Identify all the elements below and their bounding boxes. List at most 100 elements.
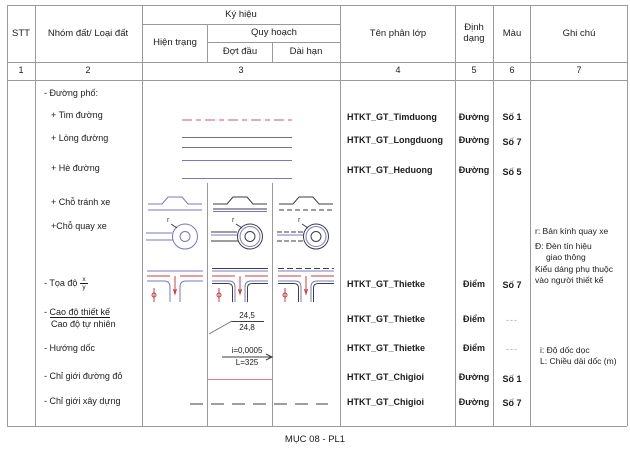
grid-line — [207, 24, 208, 62]
header-dinh-dang: Định dạng — [463, 22, 485, 44]
header-hien-trang: Hiện trạng — [153, 37, 197, 48]
grid-line — [272, 183, 273, 426]
r-label: r — [167, 217, 170, 224]
note-kieu-1: Kiểu dáng phụ thuộc — [535, 264, 613, 274]
row-label-tim-duong: + Tim đường — [51, 110, 103, 120]
header-dai-han: Dài hạn — [289, 46, 323, 57]
grid-line — [272, 42, 273, 62]
r-label: r — [298, 217, 301, 224]
layer-name: HTKT_GT_Longduong — [347, 135, 443, 145]
header-dot-dau: Đợt đầu — [222, 46, 258, 57]
row-label-cho-quay-xe: +Chỗ quay xe — [51, 221, 107, 231]
footer-caption: MỤC 08 - PL1 — [284, 434, 346, 445]
row-label-cao-do-2: Cao độ tự nhiên — [51, 319, 116, 329]
toa-do-symbol-dai-han — [278, 268, 334, 302]
chi-gioi-duong-do-symbol — [208, 379, 272, 380]
cao-do-value-top: 24,5 — [239, 311, 255, 320]
layer-name: HTKT_GT_Thietke — [347, 343, 426, 353]
long-duong-symbol — [182, 137, 292, 138]
format-value: Điểm — [462, 314, 486, 324]
color-value: Số 7 — [502, 398, 522, 408]
huong-doc-value-top: i=0,0005 — [231, 346, 263, 355]
huong-doc-arrow — [222, 353, 274, 361]
cao-do-thiet-ke: Cao độ thiết kế — [49, 307, 111, 318]
color-value: Số 5 — [502, 167, 522, 177]
note-kieu-2: vào người thiết kế — [535, 275, 604, 285]
cho-tranh-xe-symbol-dai-han — [279, 196, 333, 211]
he-duong-symbol — [182, 160, 292, 161]
layer-name: HTKT_GT_Heduong — [347, 165, 433, 175]
layer-name: HTKT_GT_Timduong — [347, 112, 437, 122]
grid-line — [530, 5, 531, 426]
grid-line — [207, 183, 208, 426]
row-label-chi-gioi-duong-do: - Chỉ giới đường đỏ — [44, 371, 123, 381]
header-nhom-dat: Nhóm đất/ Loại đất — [47, 28, 129, 39]
grid-line — [340, 5, 341, 426]
col-number-6: 6 — [509, 65, 515, 75]
format-value: Đường — [458, 165, 490, 175]
layer-name: HTKT_GT_Chigioi — [347, 397, 424, 407]
grid-line — [627, 5, 628, 426]
long-duong-symbol — [182, 147, 292, 148]
format-value: Đường — [458, 372, 490, 382]
col-number-1: 1 — [18, 65, 24, 75]
cao-do-leader-line — [208, 320, 233, 335]
format-value: Đường — [458, 397, 490, 407]
cho-quay-xe-symbol-dai-han: r — [277, 217, 329, 250]
col-number-2: 2 — [85, 65, 91, 75]
row-label-cho-tranh-xe: + Chỗ tránh xe — [51, 197, 111, 207]
grid-line — [142, 5, 143, 426]
grid-line — [7, 5, 627, 6]
row-label-he-duong: + Hè đường — [51, 163, 100, 173]
grid-line — [7, 80, 627, 81]
col-number-7: 7 — [576, 65, 582, 75]
y-label: y — [82, 284, 86, 291]
grid-line — [7, 62, 627, 63]
he-duong-symbol — [182, 178, 292, 179]
note-l: L: Chiều dài dốc (m) — [540, 356, 617, 366]
header-ky-hieu: Ký hiệu — [225, 9, 257, 20]
col-number-5: 5 — [471, 65, 477, 75]
row-label-chi-gioi-xay-dung: - Chỉ giới xây dựng — [44, 396, 121, 406]
cao-do-value-bottom: 24,8 — [239, 323, 255, 332]
format-value: Điểm — [462, 279, 486, 289]
cho-tranh-xe-symbol-hien-trang — [148, 196, 202, 211]
grid-line — [7, 426, 627, 427]
color-value: Số 7 — [502, 137, 522, 147]
format-value: Đường — [458, 135, 490, 145]
cao-do-fraction-line — [231, 321, 264, 322]
color-value: --- — [506, 344, 518, 354]
color-value: Số 1 — [502, 112, 522, 122]
header-quy-hoach: Quy hoạch — [251, 27, 297, 38]
row-label-huong-doc: - Hướng dốc — [44, 343, 95, 353]
huong-doc-value-bottom: L=325 — [235, 358, 259, 367]
note-den-2: giao thông — [546, 252, 586, 262]
chi-gioi-xay-dung-symbol — [190, 403, 328, 405]
row-label-long-duong: + Lòng đường — [51, 133, 109, 143]
note-i: i: Độ dốc dọc — [540, 345, 590, 355]
cho-quay-xe-symbol-dot-dau: r — [211, 217, 263, 250]
grid-line — [35, 5, 36, 426]
grid-line — [493, 5, 494, 426]
header-ghi-chu: Ghi chú — [562, 28, 596, 39]
color-value: Số 7 — [502, 280, 522, 290]
color-value: --- — [506, 315, 518, 325]
layer-name: HTKT_GT_Chigioi — [347, 372, 424, 382]
layer-name: HTKT_GT_Thietke — [347, 279, 426, 289]
format-value: Đường — [458, 112, 490, 122]
row-label-duong-pho: - Đường phố: — [44, 88, 98, 98]
note-r: r: Bán kính quay xe — [535, 226, 609, 236]
cho-tranh-xe-symbol-dot-dau — [213, 196, 267, 212]
header-mau: Màu — [502, 28, 522, 39]
dash: - — [44, 307, 47, 317]
row-label-toa-do: - Tọa độ x y — [44, 276, 88, 291]
cho-quay-xe-symbol-hien-trang: r — [146, 217, 198, 250]
format-value: Điểm — [462, 343, 486, 353]
tim-duong-symbol — [182, 119, 292, 121]
r-label: r — [232, 217, 235, 224]
grid-line — [207, 42, 340, 43]
grid-line — [142, 24, 340, 25]
header-ten-phan-lop: Tên phân lớp — [369, 28, 427, 39]
